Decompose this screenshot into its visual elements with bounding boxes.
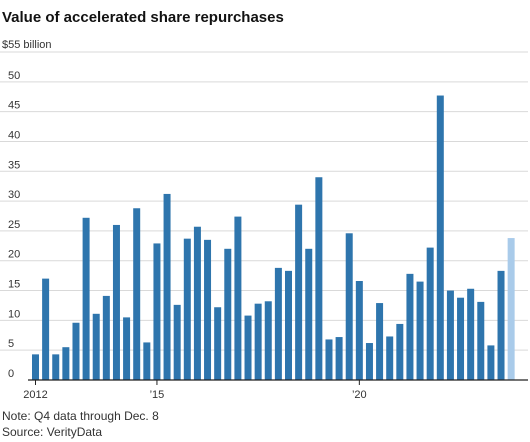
y-tick-label: 30 [8,189,20,201]
bar [264,301,272,380]
y-tick-label: 25 [8,219,20,231]
bar [244,315,252,380]
bar [42,278,50,380]
bar [335,337,343,380]
bar [224,248,232,380]
bar-chart: $55 billion 0 5 10 15 20 25 30 35 40 45 50 2012 ’15 ’2… [0,39,528,400]
bar [487,345,495,380]
bar [234,216,242,380]
bar [32,354,39,380]
y-tick-label: 0 [8,368,14,380]
bar [214,307,222,380]
y-tick-label: 50 [8,70,20,82]
bar [406,273,414,380]
bar [345,233,353,380]
y-tick-label: 5 [8,338,14,350]
bar [72,322,80,380]
y-tick-label: 20 [8,249,20,261]
bar [123,317,131,380]
y-tick-label: 45 [8,100,20,112]
x-tick-label: 2012 [23,389,47,400]
y-tick-label: 35 [8,159,20,171]
bar [497,270,505,380]
bar [355,281,363,380]
x-tick-label: ’20 [352,389,367,400]
bar [112,224,120,380]
bar [305,248,313,380]
bar [295,204,303,380]
bar [102,295,110,380]
bar [82,217,90,380]
bar [426,247,434,380]
bar [183,238,191,380]
bar [163,193,171,380]
bar [457,297,465,380]
y-axis-unit-label: $55 billion [2,39,52,51]
bar [365,343,373,380]
bar [143,342,151,380]
bar [446,290,454,380]
x-tick-label: ’15 [150,389,165,400]
bar [62,347,70,380]
bar [416,281,424,380]
bar [193,226,201,380]
bar [386,336,394,380]
bar [376,303,384,380]
bar [467,288,475,380]
bar [315,177,323,380]
bar [507,238,515,380]
bar [153,243,161,380]
y-tick-label: 10 [8,308,20,320]
bar [254,303,262,380]
y-tick-label: 15 [8,279,20,291]
bar [477,301,485,380]
y-tick-label: 40 [8,129,20,141]
bar [173,304,181,380]
chart-source: Source: VerityData [2,425,103,439]
bar [285,270,292,380]
bar [204,239,212,380]
bar [325,339,333,380]
chart-note: Note: Q4 data through Dec. 8 [2,409,159,423]
bar [133,208,141,380]
bar [52,354,60,380]
bar [436,95,444,380]
bar [274,267,282,380]
bar [396,323,404,380]
bar [92,313,100,380]
chart-title: Value of accelerated share repurchases [2,9,284,26]
